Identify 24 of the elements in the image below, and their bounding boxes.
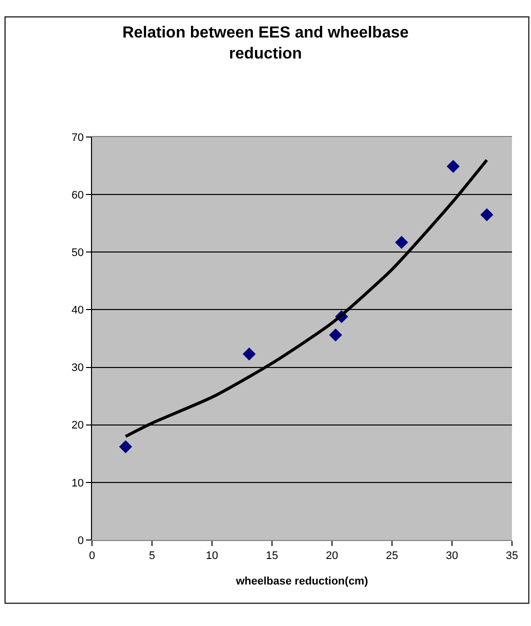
- x-axis-title: wheelbase reduction(cm): [234, 575, 368, 588]
- x-tick-label: 0: [88, 550, 96, 562]
- y-tick-label: 30: [72, 362, 84, 374]
- point: [242, 348, 256, 361]
- y-tick-label: 10: [72, 477, 84, 490]
- y-tick-label: 60: [72, 189, 84, 202]
- chart-title: Relation between EES and wheelbase reduction: [122, 24, 409, 62]
- x-tick-label: 35: [506, 550, 518, 562]
- point: [446, 160, 460, 173]
- x-tick-label: 10: [206, 550, 218, 562]
- x-tick-label: 25: [386, 550, 398, 562]
- point: [395, 236, 408, 249]
- y-tick-label: 50: [72, 246, 84, 259]
- x-tick-label: 5: [148, 550, 156, 562]
- y-tick-label: 20: [72, 420, 84, 432]
- x-tick-label: 30: [446, 550, 458, 562]
- point: [329, 328, 342, 342]
- x-tick-label: 15: [266, 550, 278, 562]
- point: [119, 440, 132, 454]
- y-tick-label: 0: [78, 534, 84, 547]
- y-tick-label: 40: [72, 304, 84, 317]
- y-tick-label: 70: [72, 132, 84, 144]
- point: [480, 208, 494, 222]
- x-tick-label: 20: [326, 550, 338, 562]
